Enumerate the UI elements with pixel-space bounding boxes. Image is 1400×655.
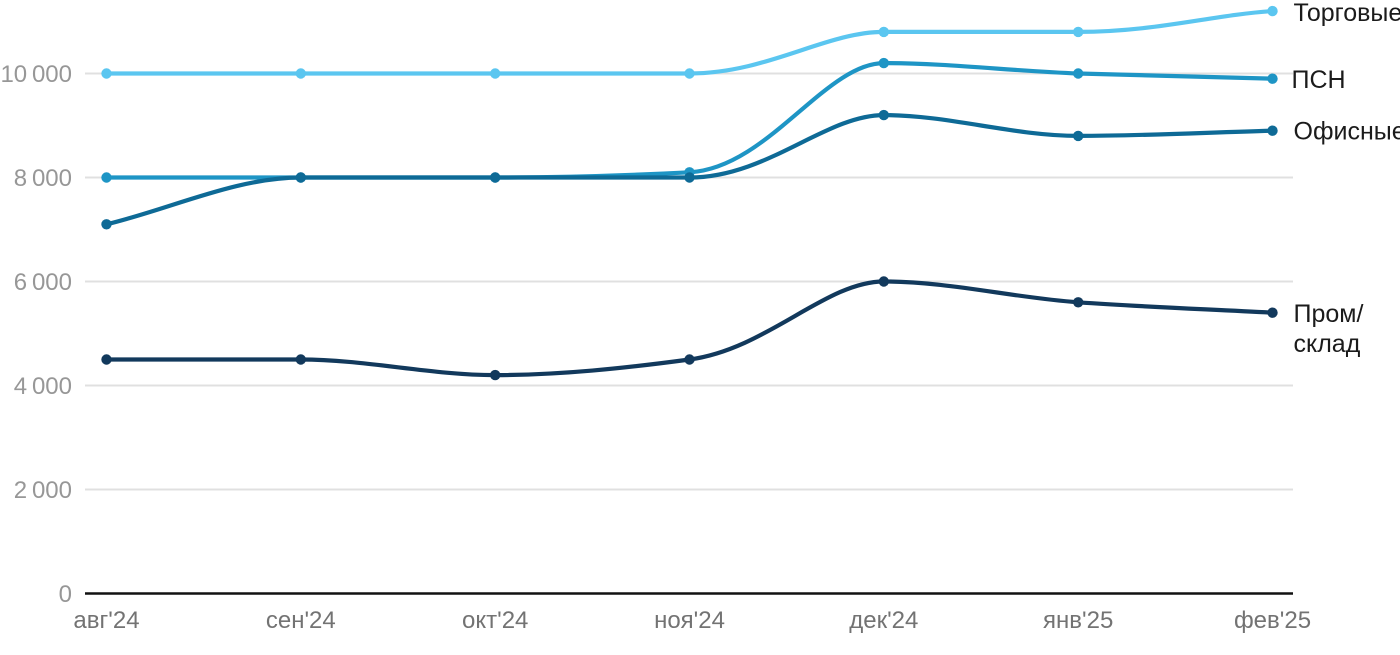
svg-text:дек'24: дек'24: [849, 607, 918, 634]
svg-text:2 000: 2 000: [14, 477, 72, 504]
svg-text:8 000: 8 000: [14, 165, 72, 192]
svg-text:Торговые: Торговые: [1294, 0, 1400, 27]
svg-text:сен'24: сен'24: [266, 607, 336, 634]
svg-text:фев'25: фев'25: [1234, 607, 1311, 634]
svg-text:6 000: 6 000: [14, 269, 72, 296]
svg-text:ноя'24: ноя'24: [654, 607, 725, 634]
svg-text:склад: склад: [1294, 330, 1361, 358]
svg-text:10 000: 10 000: [0, 61, 72, 88]
svg-text:4 000: 4 000: [14, 373, 72, 400]
svg-text:0: 0: [59, 581, 72, 608]
svg-text:ПСН: ПСН: [1292, 66, 1346, 94]
svg-text:авг'24: авг'24: [73, 607, 139, 634]
svg-text:янв'25: янв'25: [1043, 607, 1113, 634]
svg-text:окт'24: окт'24: [462, 607, 528, 634]
svg-text:Пром/: Пром/: [1294, 300, 1364, 328]
svg-text:Офисные: Офисные: [1294, 118, 1400, 146]
